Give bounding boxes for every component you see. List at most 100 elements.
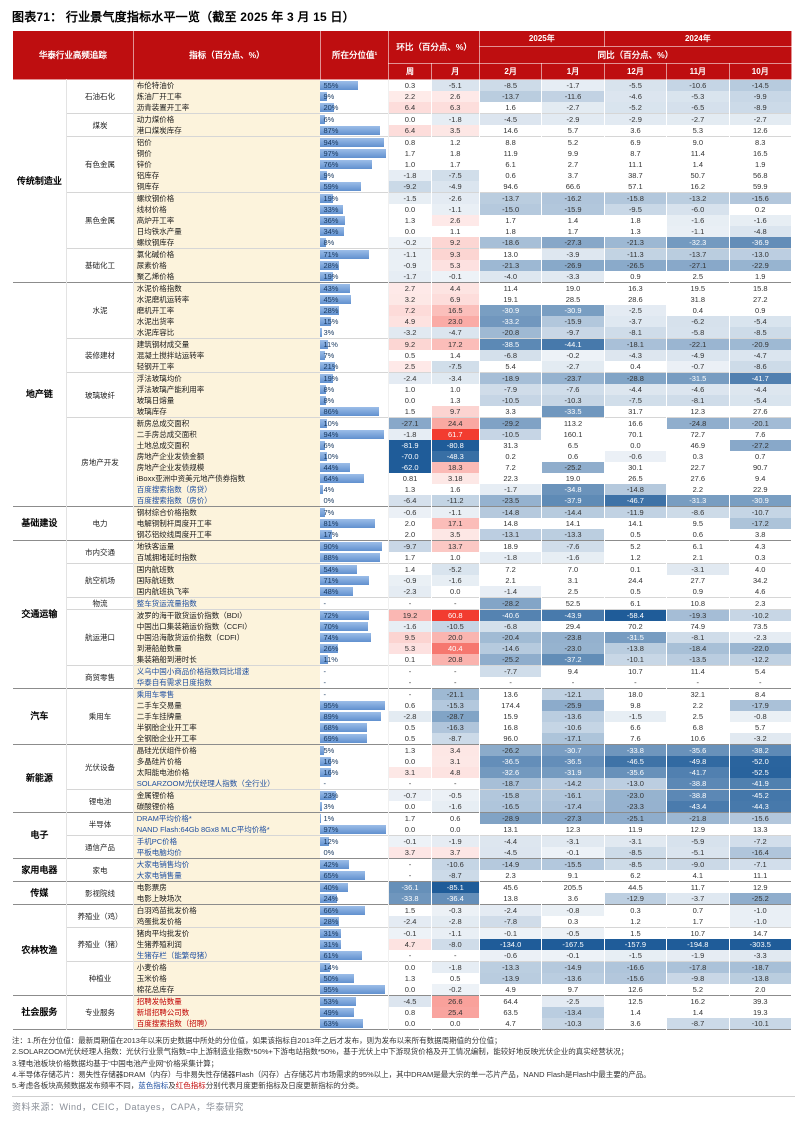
value-cell: 1.7	[388, 148, 432, 159]
value-cell: 2.1	[479, 575, 543, 586]
value-cell: -18.1	[604, 338, 668, 350]
indicator-cell: 招聘发帖数量	[133, 995, 321, 1007]
percentile-cell: 64%	[320, 473, 390, 484]
value-cell: 26.5	[604, 473, 668, 484]
value-cell: 12.6	[729, 125, 792, 137]
value-cell: 0.7	[666, 904, 730, 916]
value-cell: 0.6	[431, 812, 480, 824]
value-cell: -7.9	[479, 384, 543, 395]
percentile-bar	[320, 362, 335, 371]
percentile-value: 15%	[323, 317, 339, 326]
percentile-cell: 19%	[320, 372, 390, 384]
percentile-value: 81%	[323, 519, 339, 528]
indicator-cell: 波罗的海干散货运价指数（BDI）	[133, 609, 321, 621]
table-row: 通信产品 手机PC价格 12% -0.1 -1.9 -4.4 -3.1 -3.1 -5.9 -7.…	[13, 835, 792, 859]
value-cell: 15.8	[729, 282, 792, 294]
value-cell: -0.2	[541, 350, 605, 361]
value-cell: 0.0	[388, 801, 432, 813]
indicator-cell: SOLARZOOM光伏经理人指数（全行业）	[133, 778, 321, 790]
value-cell: 26.6	[431, 995, 480, 1007]
value-cell: -13.1	[479, 529, 543, 541]
percentile-value: 61%	[323, 951, 339, 960]
value-cell: 16.5	[729, 148, 792, 159]
value-cell: -0.1	[541, 847, 605, 859]
percentile-cell: 31%	[320, 927, 390, 939]
value-cell: -20.4	[479, 632, 543, 643]
percentile-bar	[320, 284, 350, 293]
value-cell: -33.8	[604, 744, 668, 756]
value-cell: 1.6	[479, 102, 543, 114]
value-cell: -10.6	[431, 858, 480, 870]
percentile-cell: 89%	[320, 711, 390, 722]
percentile-value: 72%	[323, 611, 339, 620]
subsector-cell: 光伏设备	[66, 744, 134, 790]
percentile-cell: 43%	[320, 282, 390, 294]
table-row: 线材价格 33% 0.0 -1.1 -15.0 -15.9 -9.5 -6.0 0.2	[13, 204, 792, 215]
percentile-cell: 42%	[320, 858, 390, 870]
value-cell: 113.2	[541, 417, 605, 429]
value-cell: 74.9	[666, 621, 730, 632]
value-cell: 19.5	[666, 282, 730, 294]
percentile-bar	[320, 974, 355, 983]
value-cell: 18.9	[479, 540, 543, 552]
indicator-cell: NAND Flash:64Gb 8Gx8 MLC平均价格*	[133, 824, 321, 836]
value-cell: 0.1	[604, 563, 668, 575]
value-cell: -1.7	[479, 484, 543, 495]
table-row: 航空机场 国内航班数 54% 1.4 -5.2 7.2 7.0 0.1 -3.1 4.0	[13, 563, 792, 598]
indicator-cell: 浮法玻璃产能利用率	[133, 384, 321, 395]
table-row: 中国出口集装箱运价指数（CCFI） 70% -1.6 -10.5 -6.8 29.4 70.…	[13, 621, 792, 632]
value-cell: 0.0	[388, 756, 432, 767]
footnote-4: 4.半导体存储芯片：易失性存储器DRAM（内存）与非易失性存储器Flash（闪存…	[12, 1069, 651, 1079]
percentile-value: 71%	[323, 576, 339, 585]
percentile-value: 6%	[323, 441, 335, 450]
table-row: 半钢胎企业开工率 68% 0.5 -16.3 16.8 -10.6 6.6 6.8 5.7	[13, 722, 792, 733]
percentile-cell: -	[320, 597, 390, 610]
value-cell: -15.6	[729, 192, 792, 204]
value-cell: 1.2	[431, 136, 480, 148]
percentile-bar	[320, 883, 348, 892]
value-cell: 12.3	[541, 824, 605, 836]
value-cell: 2.6	[431, 91, 480, 102]
value-cell: 11.4	[666, 148, 730, 159]
value-cell: 50.7	[666, 170, 730, 181]
value-cell: -7.5	[604, 395, 668, 406]
indicator-cell: 二手房总成交面积	[133, 429, 321, 440]
value-cell: 1.0	[431, 384, 480, 395]
value-cell: -1.0	[729, 916, 792, 928]
value-cell: -31.9	[541, 767, 605, 778]
table-row: 沥青装置开工率 20% 6.4 6.3 1.6 -2.7 -5.2 -6.5 -8.9	[13, 102, 792, 114]
percentile-cell: 19%	[320, 271, 390, 283]
indicator-cell: 混凝土搅拌站运转率	[133, 350, 321, 361]
table-row: 百城拥堵延时指数 88% 1.7 1.0 -1.8 -1.6 1.2 2.1 0.3	[13, 552, 792, 564]
value-cell: -167.5	[541, 939, 605, 950]
value-cell: -9.2	[388, 181, 432, 193]
percentile-bar	[320, 92, 327, 101]
percentile-value: 21%	[323, 362, 339, 371]
value-cell: -4.6	[666, 384, 730, 395]
value-cell: -43.9	[541, 609, 605, 621]
percentile-value: 10%	[323, 452, 339, 461]
value-cell: 1.9	[729, 159, 792, 170]
percentile-value: 74%	[323, 633, 339, 642]
value-cell: -13.7	[479, 192, 543, 204]
sector-cell: 传媒	[12, 881, 68, 905]
value-cell: 0.0	[431, 1018, 480, 1030]
percentile-cell: 76%	[320, 159, 390, 170]
value-cell: -12.9	[604, 893, 668, 905]
indicator-cell: 国内航班数	[133, 563, 321, 575]
value-cell: -23.0	[541, 643, 605, 654]
value-cell: 19.0	[541, 282, 605, 294]
value-cell: -7.8	[479, 916, 543, 928]
value-cell: -0.1	[541, 950, 605, 962]
value-cell: 0.81	[388, 473, 432, 484]
value-cell: 27.2	[729, 294, 792, 305]
col-header-year-2024: 2024年	[603, 30, 793, 47]
percentile-bar	[320, 306, 340, 315]
sector-cell: 社会服务	[12, 995, 68, 1030]
percentile-value: 50%	[323, 974, 339, 983]
percentile-value: 9%	[323, 171, 335, 180]
value-cell: 27.6	[729, 406, 792, 418]
percentile-value: 97%	[323, 825, 339, 834]
value-cell: -38.8	[666, 778, 730, 790]
value-cell: 12.9	[729, 881, 792, 893]
